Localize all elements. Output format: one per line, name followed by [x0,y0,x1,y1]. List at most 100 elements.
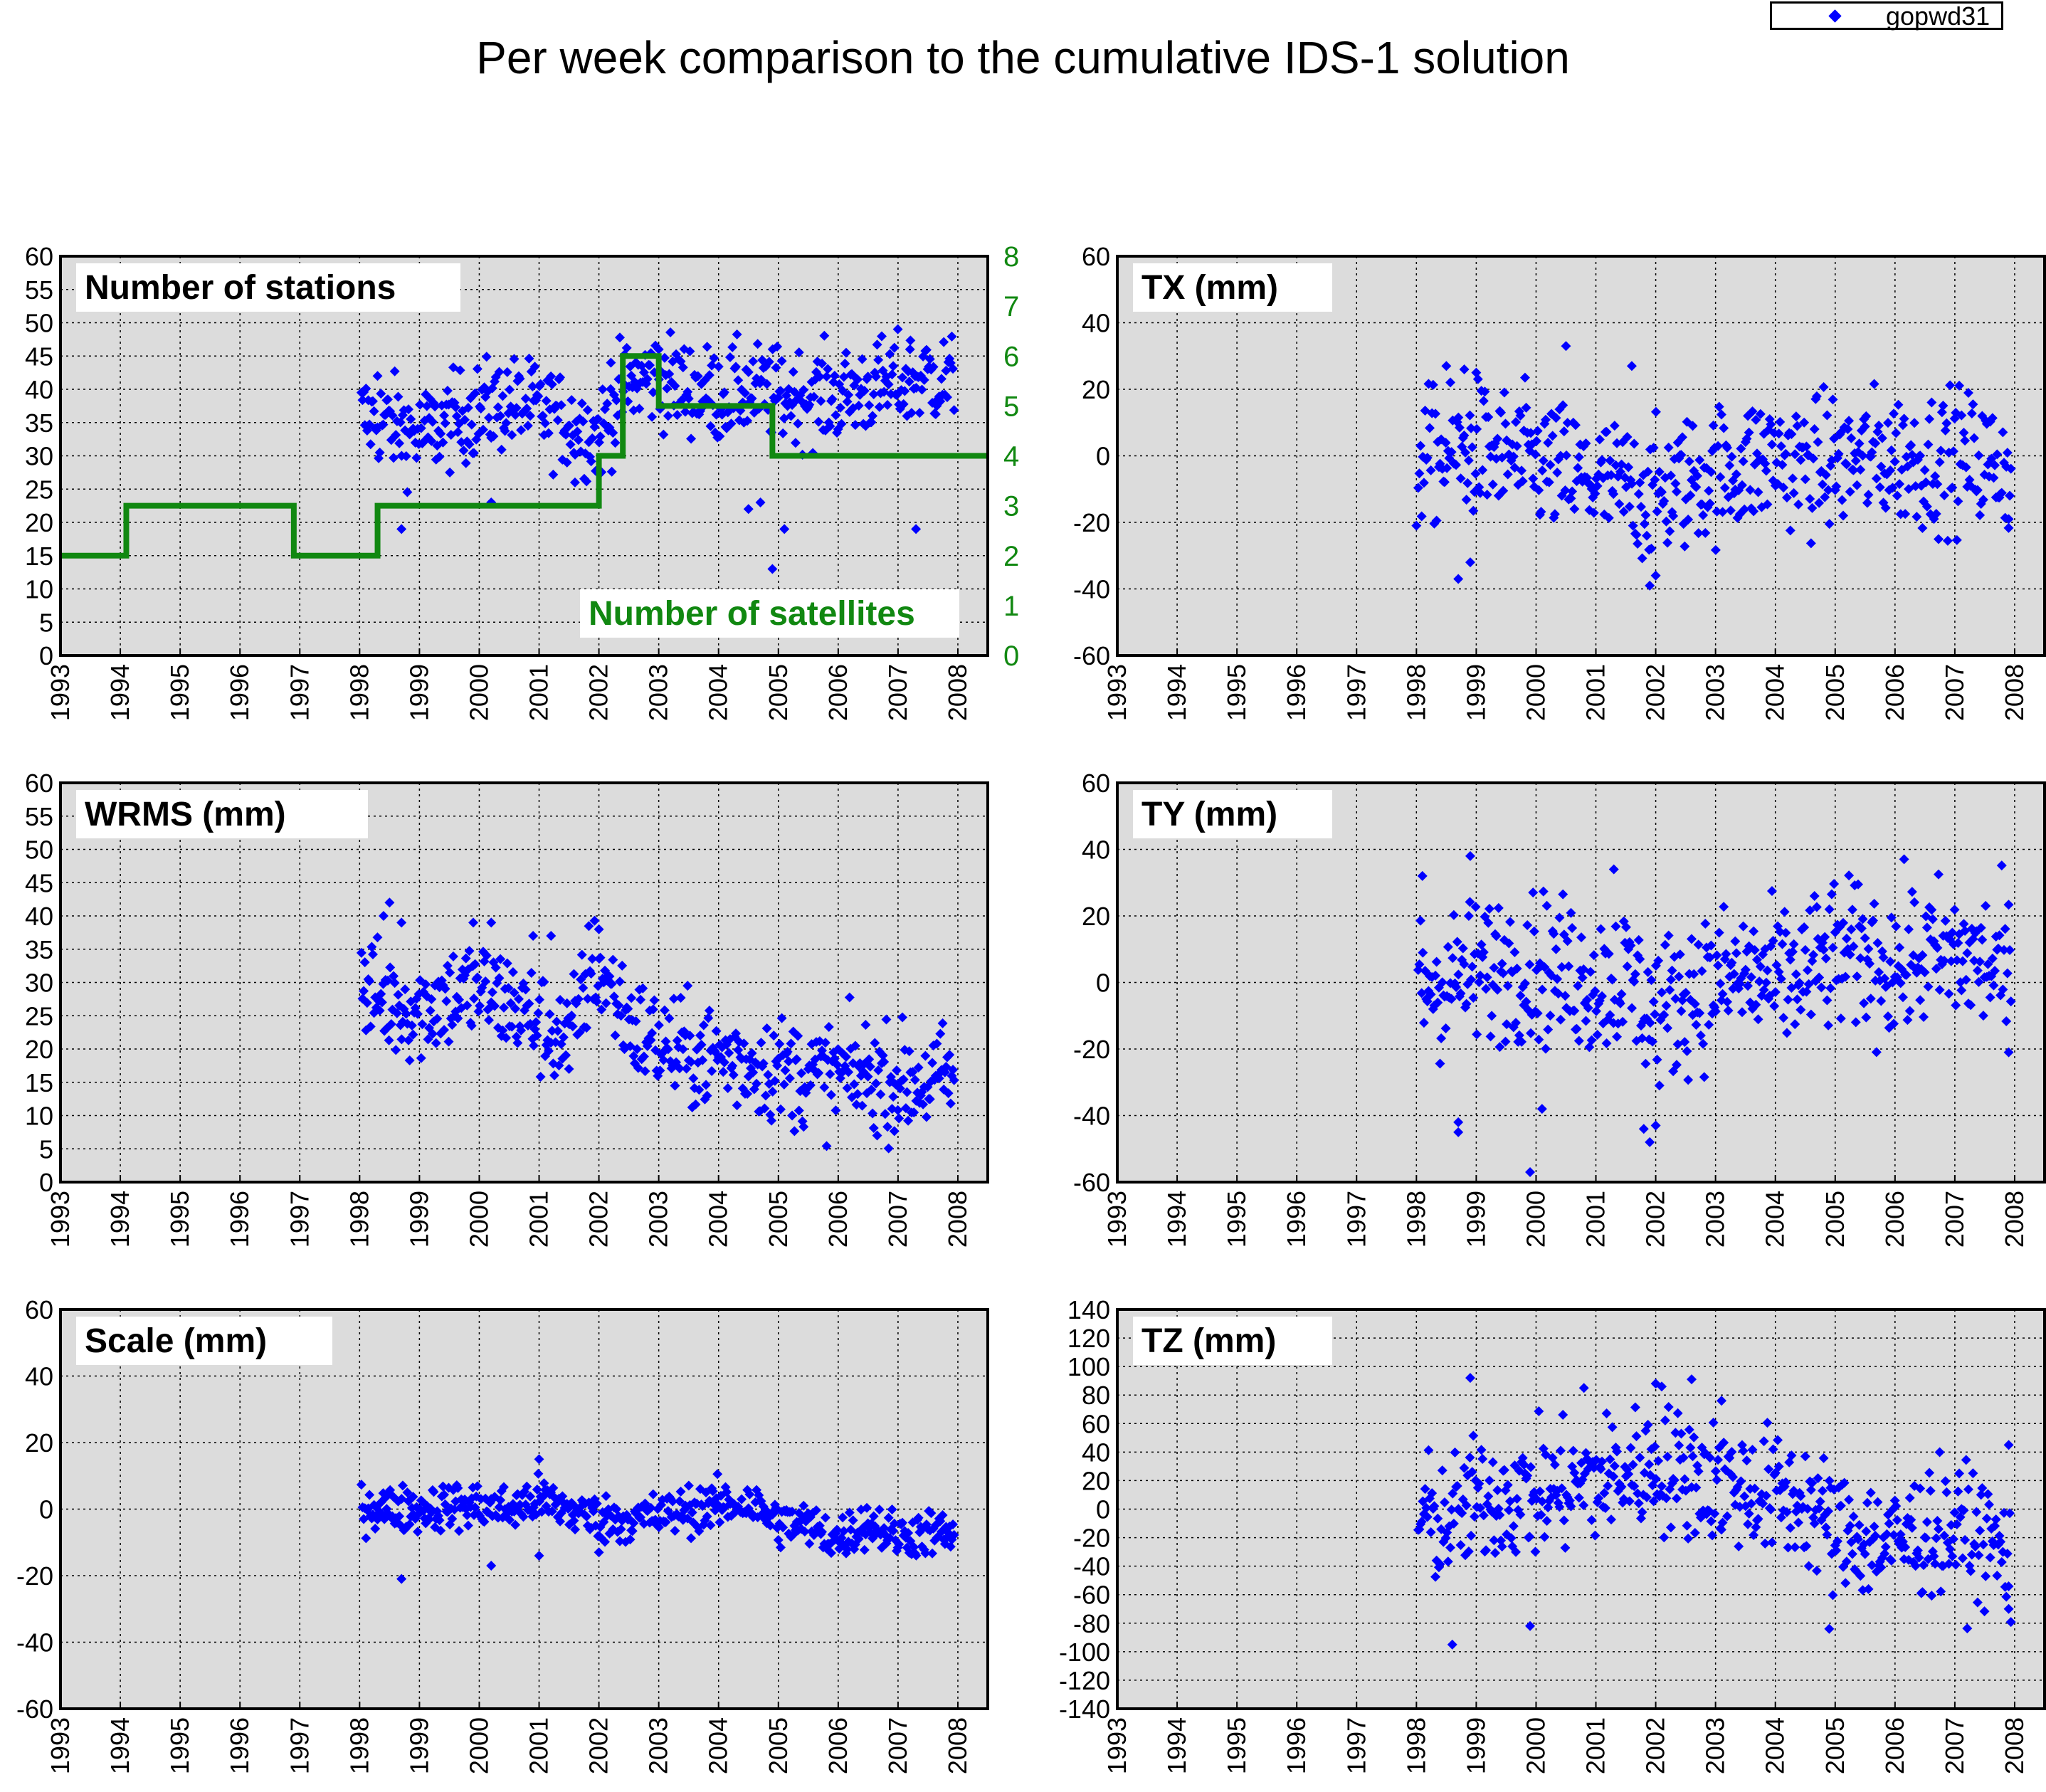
data-point [1853,1534,1864,1544]
data-point [1504,917,1515,927]
data-point [1599,1487,1610,1498]
data-point [774,1038,785,1049]
data-point [1489,1535,1499,1546]
data-point [1934,457,1945,468]
data-point [1569,504,1580,515]
data-point [1749,926,1759,937]
data-point [769,1075,780,1086]
data-point [900,1103,911,1114]
y-tick-label: -60 [16,1695,53,1724]
data-point [1413,483,1423,493]
data-point [1814,497,1825,508]
data-point [1766,1504,1776,1514]
data-point [1586,1514,1597,1525]
data-point [840,358,850,369]
x-tick-label: 2002 [584,664,613,721]
data-point [705,1520,716,1531]
data-point [564,421,574,431]
data-point [1670,478,1681,489]
y-tick-label: 35 [25,935,53,964]
data-point [507,1021,517,1032]
data-point [1776,974,1786,984]
data-point [1524,1532,1535,1542]
data-point [587,954,598,964]
data-point [821,371,832,382]
data-point [1435,1559,1445,1569]
data-point [484,1015,495,1026]
data-point [1713,960,1724,971]
data-point [1755,961,1766,972]
data-point [904,376,914,387]
data-point [481,352,492,362]
data-point [704,370,714,381]
panel-label: Scale (mm) [85,1322,267,1360]
data-point [789,1126,800,1137]
data-point [1446,993,1457,1004]
data-point [1554,912,1565,923]
data-point [356,947,367,958]
data-point [772,1060,783,1071]
data-point [1912,1545,1923,1556]
data-point [1706,467,1717,478]
data-point [1719,902,1729,912]
data-point [1762,965,1773,976]
data-point [1477,1453,1488,1464]
data-point [1672,486,1682,497]
data-point [1635,502,1646,512]
data-point [1766,1537,1777,1548]
data-point [1699,1072,1709,1082]
data-point [1862,1497,1872,1508]
data-point [534,1454,544,1465]
data-point [670,1525,680,1536]
data-point [606,979,617,989]
data-point [1932,942,1943,953]
data-point [1645,580,1655,591]
data-point [576,398,587,409]
data-point [905,335,916,346]
x-tick-label: 2006 [823,664,853,721]
data-point [887,1504,897,1515]
data-point [840,347,851,358]
data-point [434,1515,445,1526]
data-point [400,984,411,995]
data-point [1653,1455,1664,1466]
data-point [756,1038,766,1048]
data-point [1817,479,1828,490]
data-point [1487,479,1498,490]
data-point [1808,949,1819,960]
data-point [1788,473,1798,484]
data-point [1525,1620,1536,1631]
data-point [1845,949,1855,960]
x-tick-label: 1997 [285,1717,314,1774]
data-point [853,400,864,411]
data-point [1472,423,1482,434]
data-point [921,1112,932,1122]
data-point [1953,496,1963,507]
data-point [524,998,534,1009]
data-point [1526,1028,1536,1038]
x-tick-label: 1998 [1401,664,1430,721]
data-point [1783,994,1793,1005]
data-point [1872,1497,1883,1507]
data-point [1739,504,1750,515]
data-point [1824,519,1835,529]
data-point [853,1534,864,1544]
x-tick-label: 1997 [1341,664,1371,721]
data-point [1683,1533,1694,1544]
data-point [664,1013,675,1023]
data-point [1712,950,1722,961]
data-point [1571,1023,1582,1034]
data-point [534,994,545,1005]
data-point [683,394,694,404]
data-point [1868,915,1879,926]
data-point [466,1021,477,1031]
data-point [1731,948,1741,959]
data-point [1996,860,2007,871]
data-point [1988,473,1999,483]
data-point [1656,1381,1667,1392]
data-point [1726,1447,1737,1458]
data-point [1992,1570,2003,1581]
data-point [883,1512,894,1523]
x-tick-label: 2002 [584,1191,613,1248]
data-point [1853,879,1864,890]
